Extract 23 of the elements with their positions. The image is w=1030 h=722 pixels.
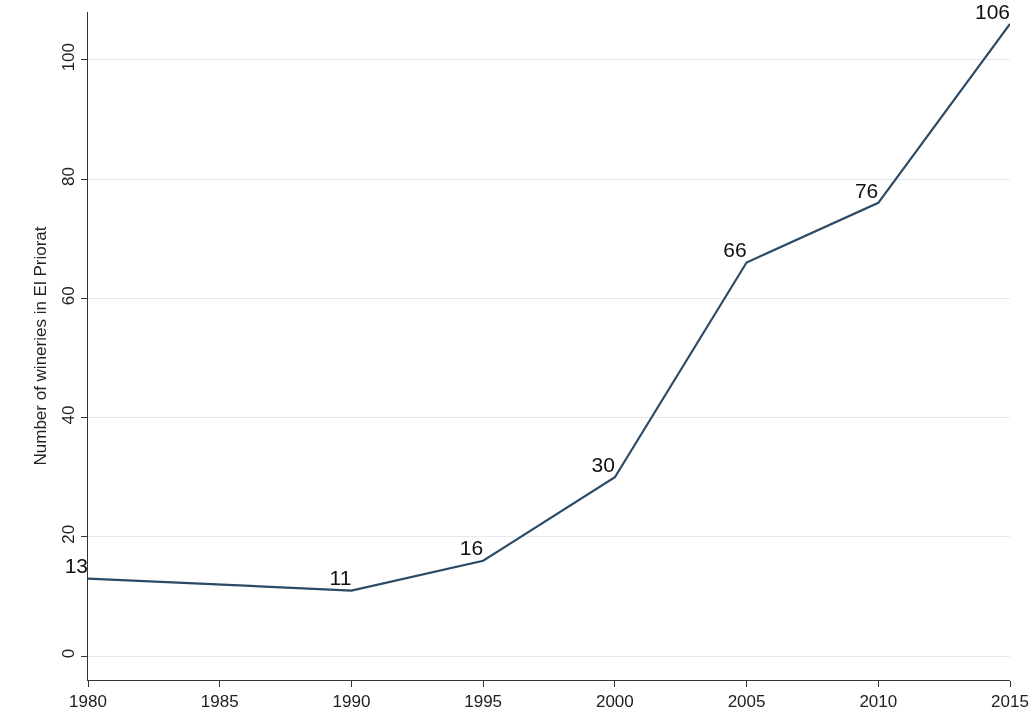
- data-label: 16: [459, 536, 484, 560]
- y-axis-title: Number of wineries in El Priorat: [30, 226, 50, 466]
- data-label: 11: [329, 566, 352, 590]
- x-tick-label: 2000: [595, 692, 634, 712]
- x-tick-label: 1980: [69, 692, 107, 712]
- x-tick-label: 2010: [859, 692, 898, 712]
- x-tick-label: 2015: [991, 692, 1029, 712]
- x-tick-label: 2005: [727, 692, 766, 712]
- y-tick-label: 0: [59, 648, 79, 659]
- y-tick-label: 80: [59, 166, 79, 186]
- line-series: [88, 22, 1010, 592]
- y-tick-label: 100: [59, 42, 79, 72]
- data-label: 13: [64, 554, 88, 578]
- x-tick-label: 1995: [464, 692, 503, 712]
- data-label: 106: [974, 0, 1010, 23]
- y-tick-label: 60: [59, 286, 79, 306]
- y-tick-label: 40: [59, 405, 79, 425]
- data-label: 76: [854, 178, 879, 202]
- x-tick-label: 1990: [332, 692, 371, 712]
- y-tick-label: 20: [59, 524, 79, 544]
- data-label: 30: [591, 452, 615, 476]
- x-tick-label: 1985: [200, 692, 239, 712]
- data-label: 66: [723, 238, 747, 262]
